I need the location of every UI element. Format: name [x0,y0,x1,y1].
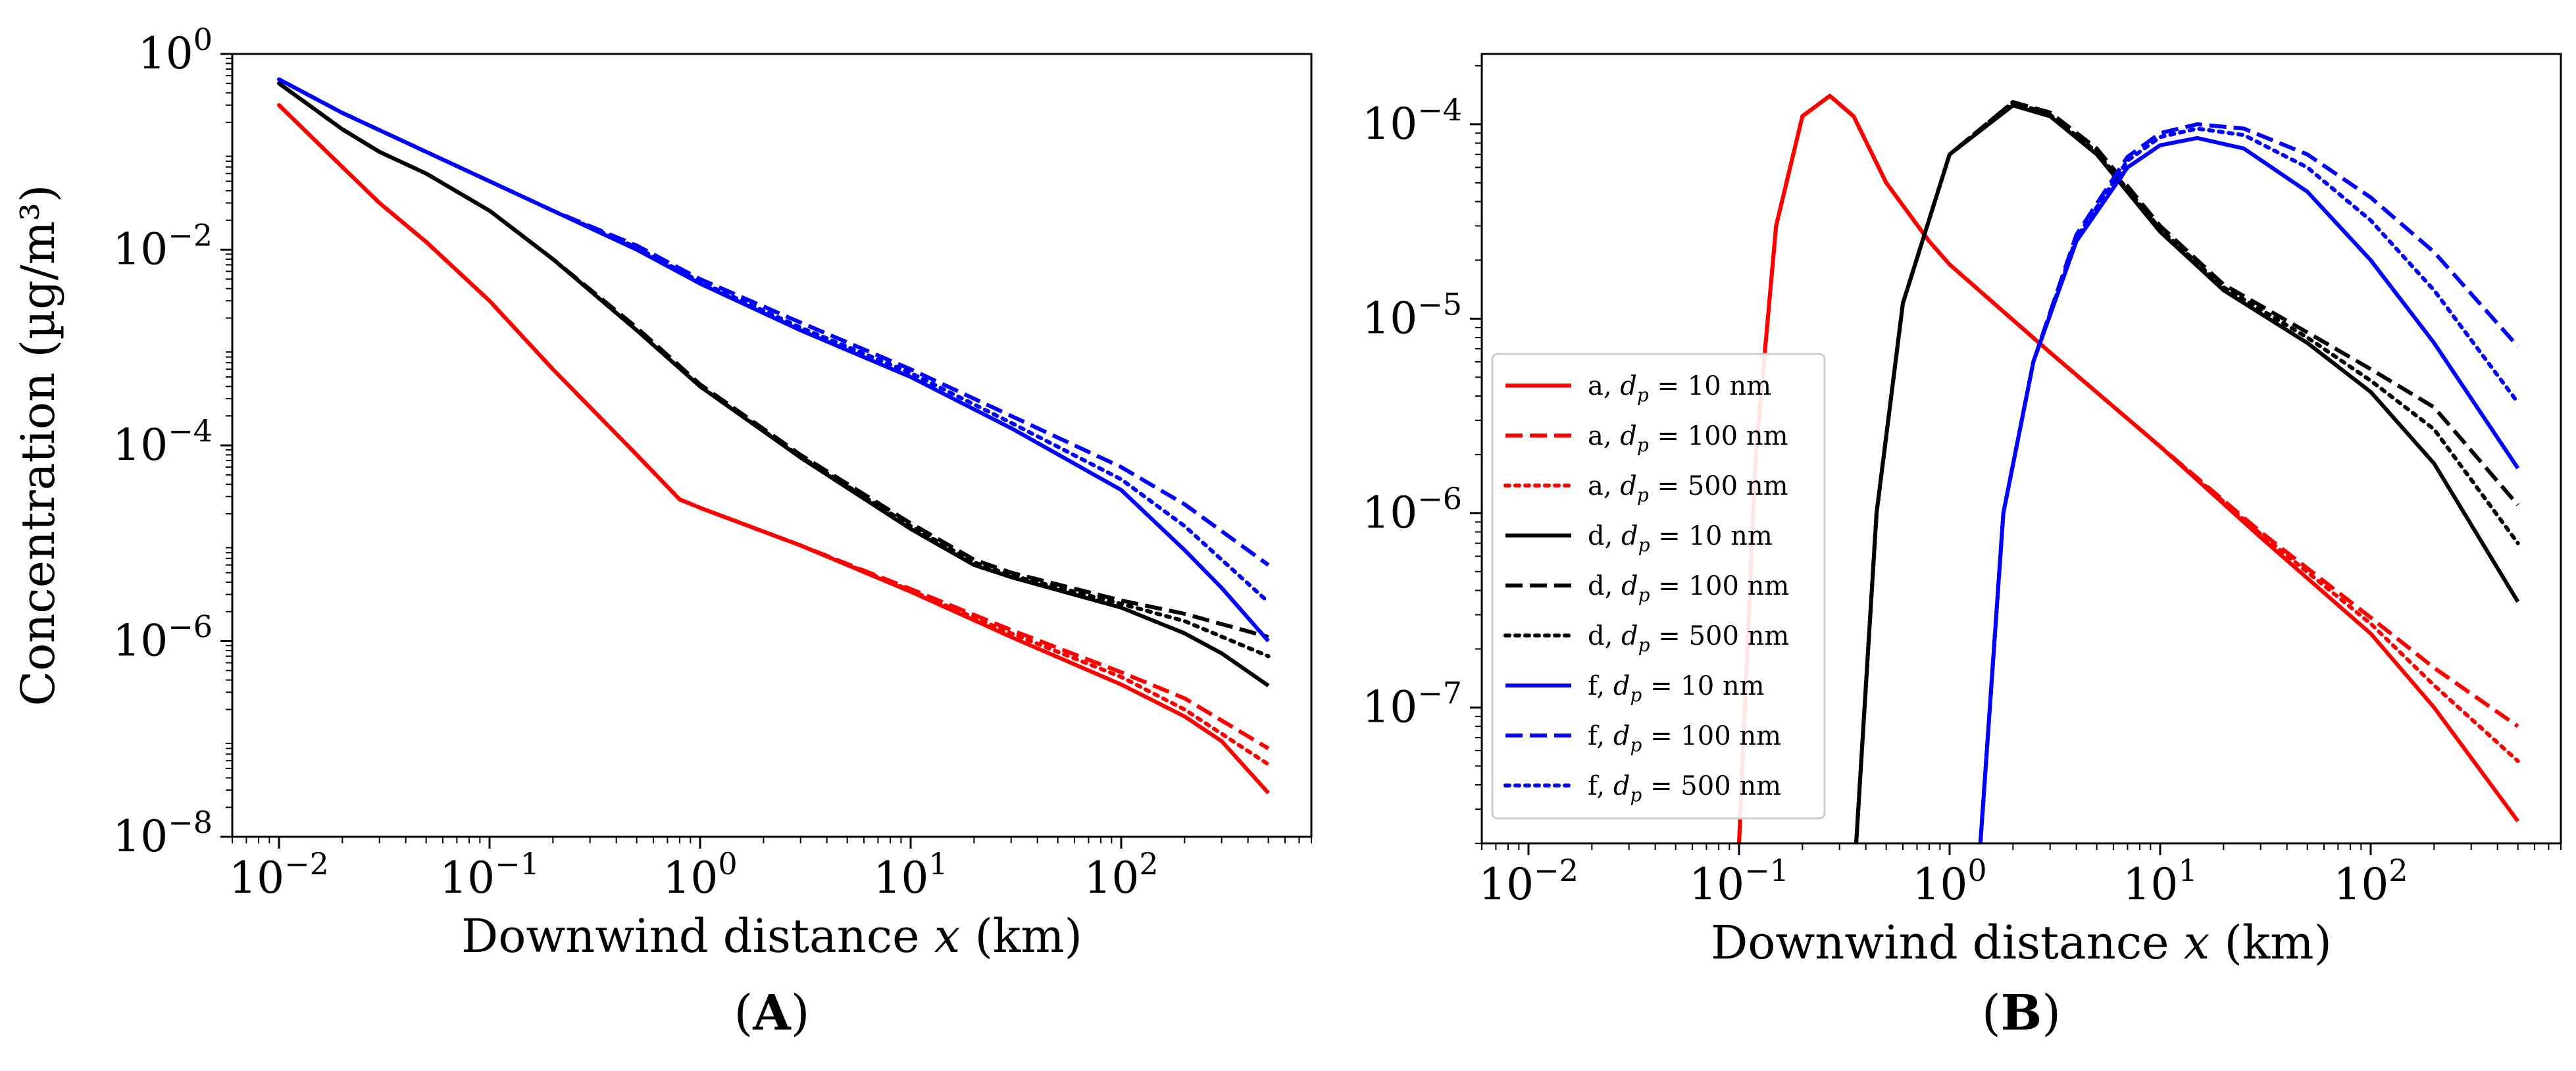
series-line-0 [277,103,1270,795]
series-line-8 [1978,126,2520,843]
legend-label: a, dp = 500 nm [1588,471,1788,506]
series-line-6 [1978,136,2520,843]
x-axis-label: Downwind distance x (km) [1711,916,2332,970]
plot-frame [231,53,1313,838]
legend-label: a, dp = 100 nm [1588,421,1788,456]
series-line-0 [1737,93,2520,843]
y-tick-label: 10−8 [113,805,213,862]
x-tick-label: 102 [1084,846,1158,903]
series-line-1 [277,103,1270,751]
legend: a, dp = 10 nm a, dp = 100 nm a, dp = 500 n… [1491,353,1826,820]
series-line-6 [278,77,1270,643]
y-tick-label: 100 [138,22,213,79]
x-tick-label: 101 [873,846,947,903]
panel-label: (A) [734,985,809,1041]
x-tick-label: 10−1 [1689,853,1789,910]
series-line-2 [277,103,1271,766]
x-tick-label: 100 [1912,853,1986,910]
y-tick-label: 10−4 [1362,92,1462,149]
legend-label: f, dp = 10 nm [1588,671,1765,706]
x-tick-label: 102 [2333,853,2408,910]
y-axis-label: Concentration (µg/m³) [11,185,65,707]
series-line-8 [277,77,1271,605]
series-group [277,77,1271,795]
series-line-2 [1737,93,2520,843]
series-line-5 [1854,100,2520,843]
legend-label: d, dp = 500 nm [1588,621,1789,656]
legend-label: f, dp = 500 nm [1588,771,1781,806]
series-line-5 [277,81,1271,659]
legend-label: f, dp = 100 nm [1588,721,1781,756]
legend-label: d, dp = 100 nm [1588,571,1789,606]
y-tick-label: 10−6 [113,609,213,666]
legend-label: d, dp = 10 nm [1588,521,1773,556]
y-tick-label: 10−5 [1362,286,1462,343]
y-tick-label: 10−7 [1362,675,1462,732]
x-tick-label: 100 [663,846,737,903]
x-tick-label: 10−2 [1478,853,1578,910]
series-line-4 [278,82,1269,639]
y-tick-label: 10−4 [113,413,213,470]
plot-frame [1480,53,2562,845]
series-line-1 [1737,93,2519,843]
chart-panel-a: 10−2 10−1 100 101 102 10−8 10−6 10−4 10−2 100 Down… [11,22,1313,1041]
series-line-7 [278,77,1270,567]
y-tick-label: 10−6 [1362,481,1462,538]
series-line-7 [1978,122,2519,843]
legend-box [1491,353,1826,820]
x-axis-label: Downwind distance x (km) [461,909,1082,963]
x-tick-label: 10−1 [440,846,540,903]
legend-label: a, dp = 10 nm [1588,371,1771,406]
x-tick-label: 10−2 [229,846,329,903]
series-group [1737,93,2520,843]
series-line-3 [1854,103,2520,843]
panel-label: (B) [1982,985,2061,1041]
y-tick-label: 10−2 [113,218,213,275]
x-tick-label: 101 [2123,853,2197,910]
chart-panel-b: 10−2 10−1 100 101 102 10−7 10−6 10−5 10−4 Downwin… [1362,53,2562,1041]
